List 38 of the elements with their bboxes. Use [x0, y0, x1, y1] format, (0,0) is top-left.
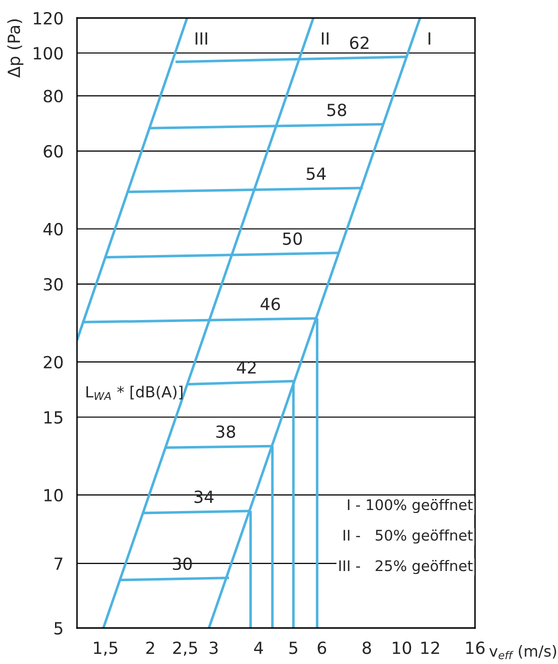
y-tick-label: 120: [34, 12, 63, 25]
x-tick-label: 8: [362, 641, 371, 654]
series-label: 62: [350, 36, 368, 50]
y-tick-label: 20: [44, 356, 63, 368]
series-label: 58: [327, 104, 346, 116]
x-tick-label: 2,5: [173, 641, 198, 656]
x-tick-label: 4: [254, 642, 263, 654]
annotation: II - 50% geöffnet: [344, 529, 473, 544]
series-label: 54: [306, 168, 326, 180]
series-label: 42: [236, 361, 256, 374]
x-tick-label: 6: [318, 641, 326, 654]
series-label: III: [196, 32, 208, 45]
y-tick-label: 15: [44, 411, 62, 424]
annotation: III - 25% geöffnet: [339, 560, 473, 574]
series-label: I: [428, 32, 430, 45]
annotation: L$_{WA}$ * [dB(A)]: [86, 386, 182, 400]
y-tick-label: 60: [44, 145, 63, 158]
series-label: 50: [283, 232, 302, 245]
y-tick-label: 10: [44, 488, 63, 502]
y-tick-label: 40: [43, 222, 63, 236]
x-tick-label: 16: [466, 641, 485, 654]
series-label: 38: [216, 425, 236, 438]
series-label: II: [322, 32, 328, 45]
annotation: I - 100% geöffnet: [348, 498, 473, 514]
series-label: 46: [260, 298, 280, 310]
x-tick-label: 2: [146, 641, 154, 654]
y-tick-label: 100: [34, 46, 63, 60]
y-axis-title: Δp (Pa): [7, 19, 24, 78]
x-axis-title: v$_{eff}$ (m/s): [489, 645, 556, 660]
x-tick-label: 10: [392, 641, 412, 654]
x-tick-label: 3: [210, 641, 218, 654]
y-tick-label: 30: [44, 278, 63, 291]
x-tick-label: 5: [289, 642, 298, 654]
x-tick-label: 1,5: [94, 642, 118, 656]
x-tick-label: 12: [421, 641, 440, 654]
y-tick-label: 5: [54, 622, 62, 635]
y-tick-label: 7: [54, 558, 62, 570]
y-tick-label: 80: [44, 90, 63, 102]
